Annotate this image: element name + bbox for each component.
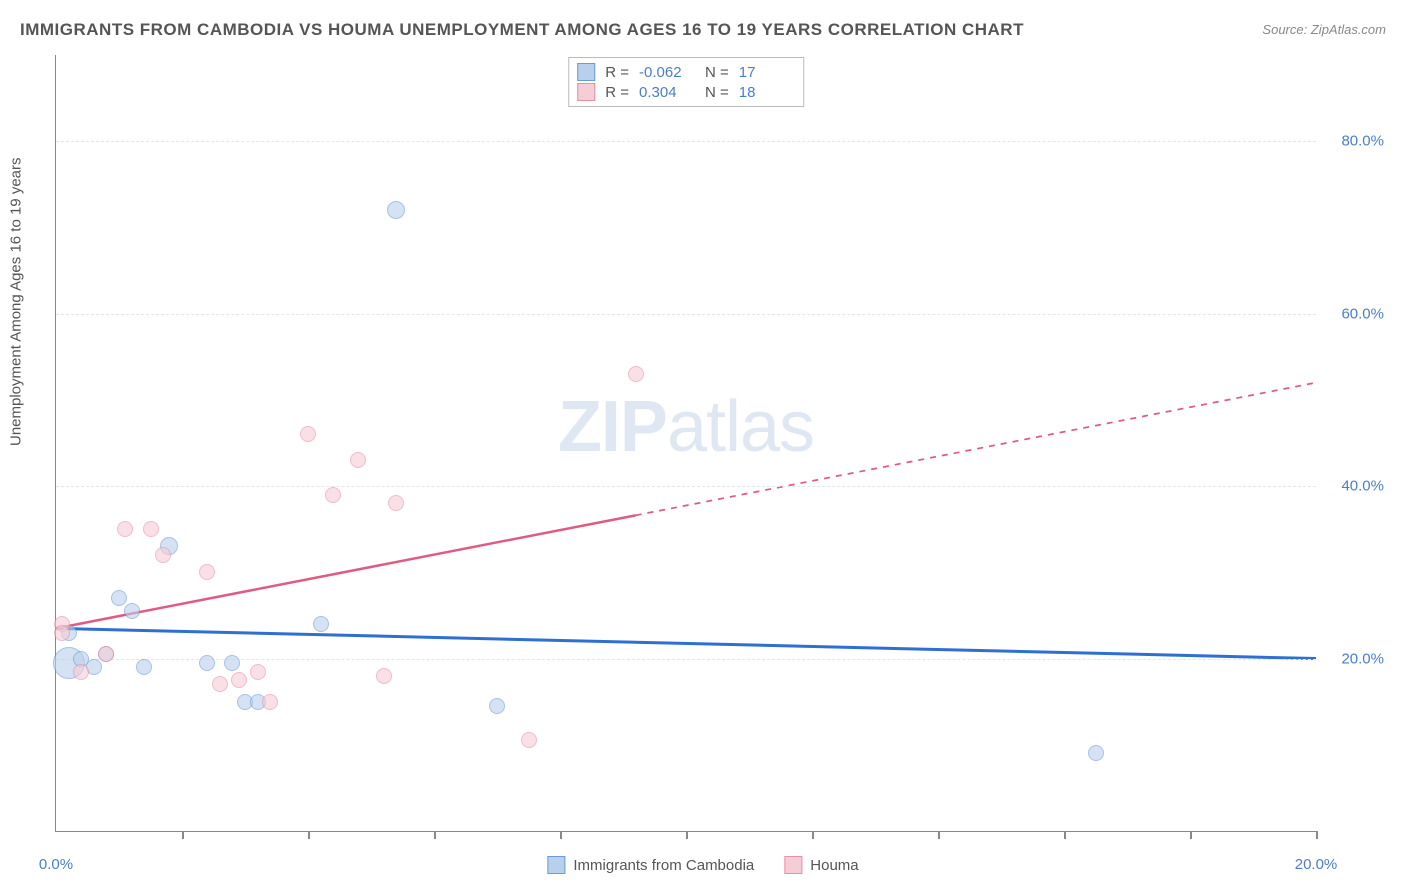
data-point-houma [300, 426, 316, 442]
watermark-thin: atlas [667, 387, 814, 467]
data-point-houma [143, 521, 159, 537]
y-tick-label: 20.0% [1341, 650, 1384, 667]
data-point-cambodia [1088, 745, 1104, 761]
x-tick-mark [182, 831, 184, 839]
swatch-houma [577, 83, 595, 101]
data-point-houma [231, 672, 247, 688]
y-tick-label: 60.0% [1341, 305, 1384, 322]
trend-dashed-houma [636, 383, 1316, 516]
data-point-houma [54, 625, 70, 641]
x-tick-mark [812, 831, 814, 839]
data-point-houma [155, 547, 171, 563]
data-point-houma [212, 676, 228, 692]
swatch-houma [784, 856, 802, 874]
data-point-cambodia [136, 659, 152, 675]
stats-row-cambodia: R = -0.062 N = 17 [577, 62, 795, 82]
watermark: ZIPatlas [558, 386, 814, 468]
r-value-cambodia: -0.062 [639, 64, 695, 81]
data-point-houma [325, 487, 341, 503]
data-point-cambodia [111, 590, 127, 606]
n-value-cambodia: 17 [739, 64, 795, 81]
x-tick-mark [938, 831, 940, 839]
gridline [56, 659, 1316, 660]
chart-container: IMMIGRANTS FROM CAMBODIA VS HOUMA UNEMPL… [0, 0, 1406, 892]
x-tick-mark [308, 831, 310, 839]
gridline [56, 141, 1316, 142]
series-legend: Immigrants from Cambodia Houma [547, 856, 858, 874]
n-value-houma: 18 [739, 84, 795, 101]
r-value-houma: 0.304 [639, 84, 695, 101]
data-point-houma [350, 452, 366, 468]
data-point-cambodia [313, 616, 329, 632]
x-tick-label: 20.0% [1295, 856, 1338, 873]
x-tick-mark [560, 831, 562, 839]
legend-label-cambodia: Immigrants from Cambodia [573, 857, 754, 874]
n-label: N = [705, 64, 729, 81]
r-label: R = [605, 84, 629, 101]
legend-item-cambodia: Immigrants from Cambodia [547, 856, 754, 874]
data-point-houma [628, 366, 644, 382]
swatch-cambodia [577, 63, 595, 81]
legend-label-houma: Houma [810, 857, 858, 874]
data-point-houma [98, 646, 114, 662]
data-point-houma [117, 521, 133, 537]
data-point-cambodia [199, 655, 215, 671]
x-tick-mark [1064, 831, 1066, 839]
source-label: Source: [1262, 22, 1307, 37]
data-point-houma [250, 664, 266, 680]
source-attribution: Source: ZipAtlas.com [1262, 22, 1386, 37]
watermark-bold: ZIP [558, 387, 667, 467]
x-tick-mark [1190, 831, 1192, 839]
x-tick-mark [434, 831, 436, 839]
x-tick-label: 0.0% [39, 856, 73, 873]
gridline [56, 314, 1316, 315]
y-tick-label: 40.0% [1341, 478, 1384, 495]
x-tick-mark [1316, 831, 1318, 839]
stats-row-houma: R = 0.304 N = 18 [577, 82, 795, 102]
source-value: ZipAtlas.com [1311, 22, 1386, 37]
trend-solid-cambodia [56, 628, 1316, 658]
stats-legend: R = -0.062 N = 17 R = 0.304 N = 18 [568, 57, 804, 107]
trend-lines [56, 55, 1316, 831]
data-point-houma [262, 694, 278, 710]
data-point-houma [376, 668, 392, 684]
x-tick-mark [686, 831, 688, 839]
gridline [56, 486, 1316, 487]
data-point-houma [199, 564, 215, 580]
chart-title: IMMIGRANTS FROM CAMBODIA VS HOUMA UNEMPL… [20, 20, 1024, 40]
data-point-cambodia [124, 603, 140, 619]
swatch-cambodia [547, 856, 565, 874]
data-point-cambodia [387, 201, 405, 219]
plot-area: ZIPatlas R = -0.062 N = 17 R = 0.304 N =… [55, 55, 1316, 832]
data-point-cambodia [489, 698, 505, 714]
data-point-houma [73, 664, 89, 680]
r-label: R = [605, 64, 629, 81]
y-axis-label: Unemployment Among Ages 16 to 19 years [8, 157, 25, 446]
data-point-houma [521, 732, 537, 748]
data-point-cambodia [224, 655, 240, 671]
legend-item-houma: Houma [784, 856, 858, 874]
data-point-houma [388, 495, 404, 511]
y-tick-label: 80.0% [1341, 133, 1384, 150]
n-label: N = [705, 84, 729, 101]
